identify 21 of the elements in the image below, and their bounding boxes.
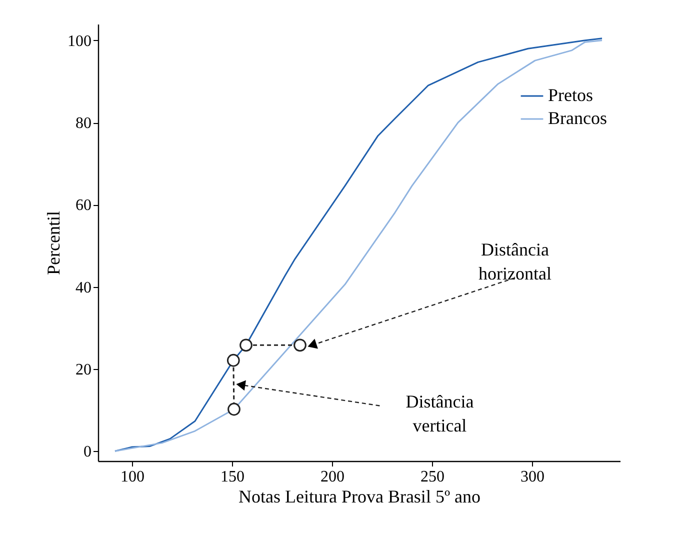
x-tick-label: 250 <box>420 468 444 486</box>
x-tick-label: 100 <box>120 468 144 486</box>
point <box>294 338 306 352</box>
y-tick-label: 0 <box>84 444 92 461</box>
point <box>240 338 252 352</box>
annotation: Distância horizontal <box>478 240 552 284</box>
y-axis-title: Percentil <box>44 211 64 275</box>
point <box>228 402 240 416</box>
y-tick-label: 100 <box>68 32 92 50</box>
y-tick-label: 80 <box>76 115 92 132</box>
x-tick-label: 300 <box>520 468 544 486</box>
x-tick-label: 150 <box>220 468 244 486</box>
x-tick-label: 200 <box>320 468 344 486</box>
y-tick-label: 60 <box>76 197 92 214</box>
legend-label: Brancos <box>548 108 607 128</box>
y-tick-label: 40 <box>76 279 92 296</box>
annotation: Distância vertical <box>406 391 474 436</box>
point <box>226 354 240 367</box>
legend-label: Pretos <box>548 85 593 105</box>
y-tick-label: 20 <box>76 362 92 378</box>
x-axis-title: Notas Leitura Prova Brasil 5º ano <box>238 486 481 506</box>
